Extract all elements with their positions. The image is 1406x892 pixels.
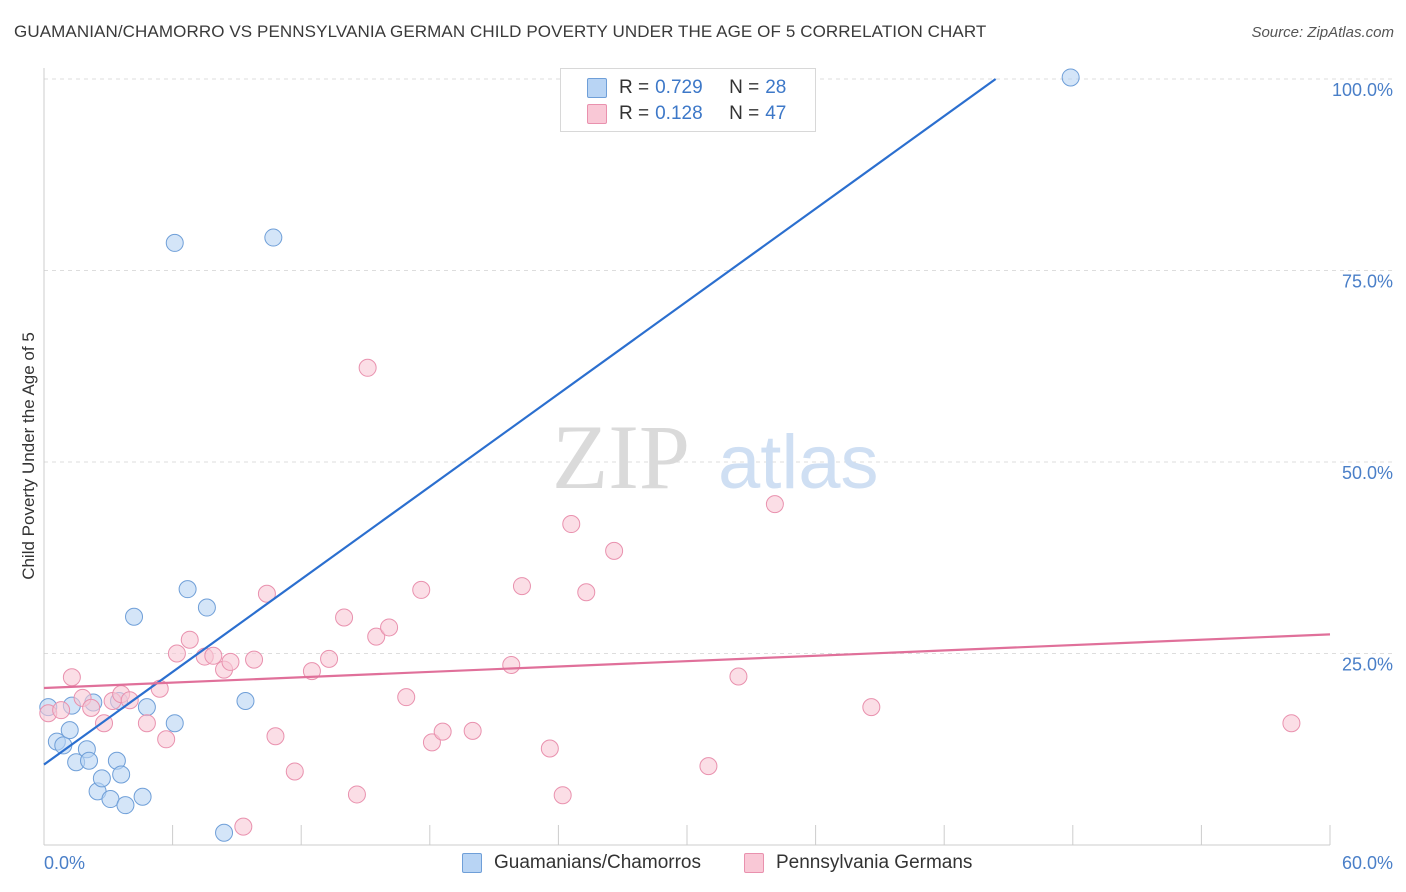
data-point-pennsylvania [120, 691, 139, 710]
tick-labels: 25.0% 50.0% 75.0% 100.0% 0.0% 60.0% [44, 80, 1393, 873]
y-axis-label: Child Poverty Under the Age of 5 [19, 332, 38, 580]
data-point-pennsylvania [553, 786, 572, 805]
watermark-zip: ZIP [552, 406, 690, 508]
data-point-pennsylvania [433, 722, 452, 741]
legend-r-value: 0.729 [655, 77, 703, 98]
data-point-pennsylvania [347, 785, 366, 804]
data-point-pennsylvania [137, 714, 156, 733]
data-point-guamanian [264, 228, 283, 247]
data-point-guamanian [112, 765, 131, 784]
bottom-legend-pennsylvania: Pennsylvania Germans [744, 852, 972, 874]
data-point-pennsylvania [335, 608, 354, 627]
data-point-guamanian [215, 823, 234, 842]
data-point-pennsylvania [62, 668, 81, 687]
data-point-pennsylvania [302, 662, 321, 681]
y-tick-label: 25.0% [1342, 655, 1393, 675]
data-point-pennsylvania [180, 630, 199, 649]
data-point-pennsylvania [502, 655, 521, 674]
data-point-pennsylvania [221, 652, 240, 671]
legend-r-label: R = [619, 103, 650, 124]
y-tick-label: 75.0% [1342, 272, 1393, 292]
data-point-pennsylvania [463, 721, 482, 740]
data-point-pennsylvania [380, 618, 399, 637]
data-point-guamanian [165, 233, 184, 252]
data-point-pennsylvania [765, 495, 784, 514]
data-point-pennsylvania [234, 817, 253, 836]
legend-n-value: 28 [765, 77, 787, 98]
data-point-pennsylvania [412, 580, 431, 599]
legend-row-pennsylvania: R = 0.128 N = 47 [587, 102, 786, 126]
data-point-guamanian [125, 607, 144, 626]
bottom-legend-guamanians: Guamanians/Chamorros [462, 852, 701, 874]
data-point-pennsylvania [245, 650, 264, 669]
data-point-pennsylvania [562, 515, 581, 534]
data-point-guamanian [165, 714, 184, 733]
data-point-pennsylvania [699, 757, 718, 776]
data-point-guamanian [116, 796, 135, 815]
bottom-legend-label: Pennsylvania Germans [776, 852, 973, 873]
data-point-pennsylvania [82, 698, 101, 717]
bottom-legend-label: Guamanians/Chamorros [494, 852, 701, 873]
data-point-pennsylvania [367, 627, 386, 646]
data-point-pennsylvania [1282, 714, 1301, 733]
data-point-guamanian [1061, 68, 1080, 87]
legend-r-label: R = [619, 77, 650, 98]
data-point-pennsylvania [285, 762, 304, 781]
legend-n-value: 47 [765, 103, 787, 124]
source-label: Source: ZipAtlas.com [1251, 24, 1394, 41]
y-tick-label: 50.0% [1342, 463, 1393, 483]
chart-title: GUAMANIAN/CHAMORRO VS PENNSYLVANIA GERMA… [14, 22, 987, 41]
data-point-guamanian [197, 598, 216, 617]
data-point-pennsylvania [52, 701, 71, 720]
grid-lines [44, 78, 1392, 654]
data-point-guamanian [60, 721, 79, 740]
data-point-pennsylvania [729, 667, 748, 686]
data-point-pennsylvania [157, 730, 176, 749]
data-point-pennsylvania [512, 577, 531, 596]
bottom-legend-swatch-blue [462, 853, 482, 873]
legend-swatch-pink [587, 104, 607, 124]
legend-r-value: 0.128 [655, 103, 703, 124]
trend-line-guamanian [43, 78, 997, 766]
data-point-pennsylvania [862, 698, 881, 717]
data-point-pennsylvania [266, 727, 285, 746]
series-pennsylvania-points [39, 358, 1301, 836]
watermark: ZIP atlas [552, 406, 879, 508]
data-point-pennsylvania [605, 541, 624, 560]
y-tick-label: 100.0% [1332, 80, 1393, 100]
data-point-guamanian [236, 691, 255, 710]
data-point-pennsylvania [167, 644, 186, 663]
data-point-guamanian [178, 580, 197, 599]
legend-row-guamanians: R = 0.729 N = 28 [587, 76, 786, 100]
x-tick-label: 60.0% [1342, 853, 1393, 873]
bottom-legend: Guamanians/Chamorros Pennsylvania German… [0, 852, 1406, 878]
legend-n-label: N = [729, 77, 760, 98]
data-point-guamanian [92, 769, 111, 788]
data-point-pennsylvania [540, 739, 559, 758]
data-point-guamanian [133, 787, 152, 806]
data-point-pennsylvania [397, 688, 416, 707]
data-point-pennsylvania [358, 358, 377, 377]
data-point-guamanian [137, 698, 156, 717]
trend-line-pennsylvania [43, 633, 1331, 690]
data-point-pennsylvania [257, 584, 276, 603]
data-point-pennsylvania [577, 583, 596, 602]
legend-swatch-blue [587, 78, 607, 98]
watermark-atlas: atlas [718, 420, 879, 505]
legend-n-label: N = [729, 103, 760, 124]
data-point-pennsylvania [422, 733, 441, 752]
bottom-legend-swatch-pink [744, 853, 764, 873]
data-point-guamanian [101, 790, 120, 809]
x-tick-label: 0.0% [44, 853, 85, 873]
data-point-pennsylvania [204, 646, 223, 665]
trend-lines [43, 78, 1331, 766]
legend: R = 0.729 N = 28 R = 0.128 N = 47 [560, 68, 816, 132]
axes [43, 68, 1331, 846]
data-point-guamanian [80, 751, 99, 770]
data-point-pennsylvania [320, 649, 339, 668]
